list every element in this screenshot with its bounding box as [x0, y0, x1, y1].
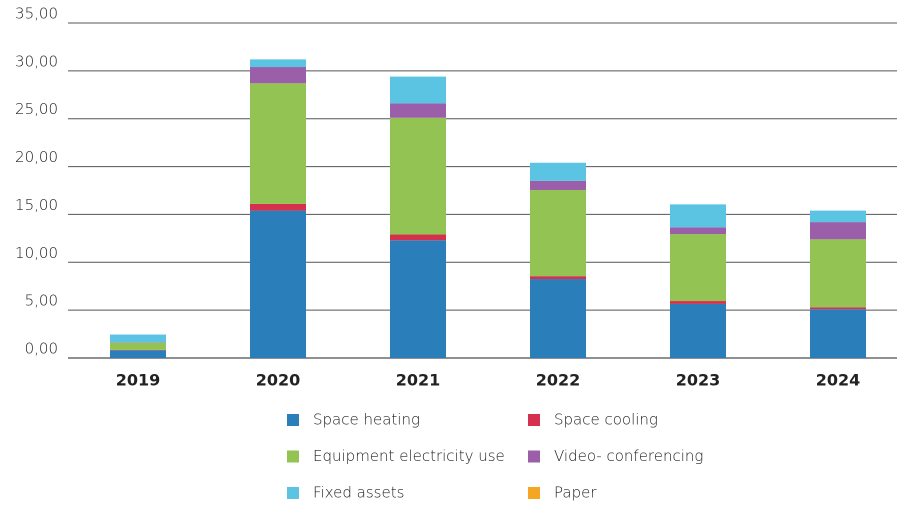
x-tick-label: 2022: [536, 371, 581, 390]
bar-segment: [110, 350, 166, 358]
bar-segment: [390, 103, 446, 118]
bar-segment: [670, 301, 726, 304]
bar-segment: [110, 342, 166, 350]
y-tick-label: 35,00: [15, 5, 58, 23]
bar-segment: [530, 180, 586, 191]
bar-segment: [810, 222, 866, 240]
bar-segment: [670, 204, 726, 228]
bar-segment: [810, 239, 866, 308]
legend-label: Space heating: [313, 411, 420, 429]
legend-swatch: [287, 487, 299, 499]
legend-swatch: [528, 487, 540, 499]
bar-segment: [810, 307, 866, 310]
y-tick-label: 10,00: [15, 244, 58, 262]
bar-segment: [390, 234, 446, 241]
bar-segment: [670, 227, 726, 235]
bar-segment: [110, 334, 166, 343]
bar-segment: [810, 309, 866, 358]
x-tick-label: 2021: [396, 371, 441, 390]
bar-segment: [250, 203, 306, 211]
legend-label: Video- conferencing: [554, 447, 703, 465]
bar-segment: [530, 279, 586, 358]
y-tick-label: 15,00: [15, 196, 58, 214]
bar-segment: [530, 276, 586, 280]
bar-segment: [810, 210, 866, 223]
y-tick-label: 20,00: [15, 148, 58, 166]
legend-label: Equipment electricity use: [313, 447, 505, 465]
bar-segment: [670, 234, 726, 302]
legend-swatch: [528, 414, 540, 426]
bar-segment: [250, 59, 306, 68]
legend-label: Paper: [554, 484, 597, 502]
bar-segment: [250, 83, 306, 204]
bar-segment: [390, 240, 446, 358]
y-tick-label: 5,00: [25, 292, 58, 310]
bar-segment: [530, 190, 586, 277]
y-tick-label: 30,00: [15, 52, 58, 70]
bar-segment: [670, 303, 726, 358]
x-tick-label: 2020: [256, 371, 301, 390]
legend-label: Space cooling: [554, 411, 658, 429]
bar-segment: [390, 117, 446, 235]
legend-swatch: [287, 450, 299, 463]
bar-segment: [250, 210, 306, 358]
legend-swatch: [287, 414, 299, 426]
bar-segment: [250, 67, 306, 84]
x-tick-label: 2019: [116, 371, 161, 390]
x-tick-label: 2023: [676, 371, 721, 390]
bar-segment: [390, 76, 446, 104]
legend-swatch: [528, 450, 540, 463]
y-tick-label: 25,00: [15, 100, 58, 118]
legend-label: Fixed assets: [313, 484, 404, 502]
x-tick-label: 2024: [816, 371, 861, 390]
y-tick-label: 0,00: [25, 340, 58, 358]
bar-segment: [530, 162, 586, 181]
